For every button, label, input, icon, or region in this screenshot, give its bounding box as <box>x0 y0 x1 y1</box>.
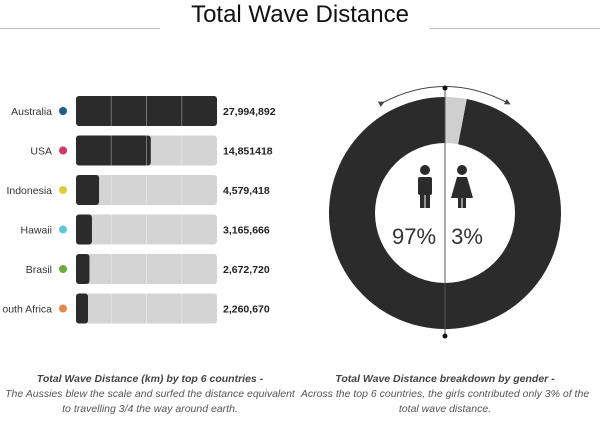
country-label: Australia <box>11 106 52 118</box>
caption-right-heading: Total Wave Distance breakdown by gender … <box>335 373 555 385</box>
bar <box>76 254 90 284</box>
value-label: 27,994,892 <box>223 106 276 118</box>
caption-right: Total Wave Distance breakdown by gender … <box>300 372 590 417</box>
gender-donut-chart: 97% 3% <box>329 85 561 339</box>
value-label: 2,260,670 <box>223 304 270 316</box>
divider-dot-top <box>442 85 448 91</box>
male-percent-label: 97% <box>392 224 436 249</box>
male-icon <box>418 165 432 208</box>
country-label: Hawaii <box>20 225 52 237</box>
caption-right-body: Across the top 6 countries, the girls co… <box>300 388 590 415</box>
country-dot <box>59 146 67 155</box>
country-dot <box>59 225 67 234</box>
bar <box>76 175 100 205</box>
country-dot <box>59 265 67 273</box>
bar-track <box>76 293 217 324</box>
country-label: Indonesia <box>6 185 52 197</box>
country-label: USA <box>30 146 52 158</box>
caption-left-heading: Total Wave Distance (km) by top 6 countr… <box>36 373 264 385</box>
country-dot <box>59 107 67 115</box>
bar <box>76 214 92 245</box>
value-label: 3,165,666 <box>223 225 270 237</box>
bar <box>76 96 217 126</box>
bar-track <box>76 214 217 245</box>
value-label: 14,851418 <box>223 146 273 158</box>
caption-left-body: The Aussies blew the scale and surfed th… <box>5 388 295 415</box>
female-percent-label: 3% <box>451 224 483 249</box>
bar-track <box>76 175 217 205</box>
caption-left: Total Wave Distance (km) by top 6 countr… <box>0 372 300 417</box>
country-label: outh Africa <box>2 304 52 316</box>
female-icon <box>451 165 473 208</box>
page-title: Total Wave Distance <box>191 1 409 28</box>
bar-track <box>76 254 217 284</box>
title-rule-left <box>0 28 160 29</box>
value-label: 4,579,418 <box>223 185 270 197</box>
title-rule-right <box>430 28 600 29</box>
country-label: Brasil <box>26 264 52 276</box>
country-dot <box>59 304 67 313</box>
bar <box>76 135 151 166</box>
country-bar-chart: Australia 27,994,892 USA 14,851418 Indonesia… <box>2 96 276 324</box>
bar <box>76 293 88 324</box>
country-dot <box>59 186 67 194</box>
divider-dot-bottom <box>442 333 448 339</box>
value-label: 2,672,720 <box>223 264 270 276</box>
